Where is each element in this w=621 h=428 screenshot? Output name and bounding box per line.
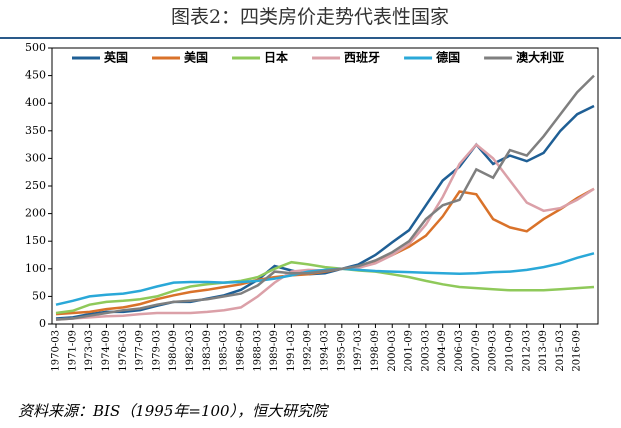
x-tick-label: 2006-03 <box>454 330 465 372</box>
source-note: 资料来源：BIS（1995年=100），恒大研究院 <box>18 402 329 420</box>
x-tick-label: 1998-09 <box>370 330 381 372</box>
x-tick-label: 2016-09 <box>572 330 583 372</box>
x-tick-label: 1989-09 <box>269 330 280 372</box>
y-tick-label: 50 <box>32 289 46 302</box>
x-tick-label: 1971-09 <box>67 330 78 372</box>
series-line <box>55 142 595 321</box>
legend-label: 西班牙 <box>344 50 380 65</box>
series-line <box>55 104 595 320</box>
x-tick-label: 1992-09 <box>303 330 314 372</box>
x-tick-label: 1970-03 <box>51 330 62 372</box>
x-tick-label: 1991-03 <box>286 330 297 372</box>
plot-frame <box>51 47 599 325</box>
x-tick-label: 1976-03 <box>118 330 129 372</box>
y-tick-label: 350 <box>25 124 46 137</box>
y-tick-label: 500 <box>25 41 46 54</box>
series-line <box>55 74 595 321</box>
y-tick-label: 0 <box>39 317 46 330</box>
x-tick-label: 1986-09 <box>235 330 246 372</box>
x-tick-label: 2009-03 <box>488 330 499 372</box>
x-tick-label: 2012-03 <box>521 330 532 372</box>
x-tick-label: 2007-09 <box>471 330 482 372</box>
x-tick-label: 2013-09 <box>538 330 549 372</box>
x-tick-label: 2010-09 <box>504 330 515 372</box>
x-tick-label: 2015-03 <box>555 330 566 372</box>
x-tick-label: 1979-03 <box>151 330 162 372</box>
x-tick-label: 1974-09 <box>101 330 112 372</box>
y-tick-label: 150 <box>25 234 46 247</box>
series-line <box>55 260 595 315</box>
legend-label: 英国 <box>104 50 128 65</box>
chart-title: 图表2：四类房价走势代表性国家 <box>171 6 449 28</box>
legend-label: 日本 <box>264 50 288 65</box>
legend-label: 澳大利亚 <box>516 50 564 65</box>
y-tick-label: 200 <box>25 207 46 220</box>
y-tick-label: 400 <box>25 96 46 109</box>
legend-label: 德国 <box>436 50 460 65</box>
x-tick-label: 1985-03 <box>219 330 230 372</box>
x-tick-label: 1980-09 <box>168 330 179 372</box>
y-tick-label: 300 <box>25 151 46 164</box>
legend-label: 美国 <box>184 50 208 65</box>
x-tick-label: 1982-03 <box>185 330 196 372</box>
x-tick-label: 2004-09 <box>437 330 448 372</box>
x-tick-label: 2001-09 <box>404 330 415 372</box>
x-tick-label: 1973-03 <box>84 330 95 372</box>
x-tick-label: 1997-03 <box>353 330 364 372</box>
x-tick-label: 1994-03 <box>320 330 331 372</box>
x-tick-label: 1983-09 <box>202 330 213 372</box>
series-line <box>55 187 595 316</box>
x-tick-label: 2000-03 <box>387 330 398 372</box>
x-tick-label: 1977-09 <box>135 330 146 372</box>
series-line <box>55 252 595 306</box>
x-tick-label: 1995-09 <box>336 330 347 372</box>
y-tick-label: 250 <box>25 179 46 192</box>
y-tick-label: 100 <box>25 262 46 275</box>
x-tick-label: 2003-03 <box>420 330 431 372</box>
y-tick-label: 450 <box>25 69 46 82</box>
x-tick-label: 1988-03 <box>252 330 263 372</box>
